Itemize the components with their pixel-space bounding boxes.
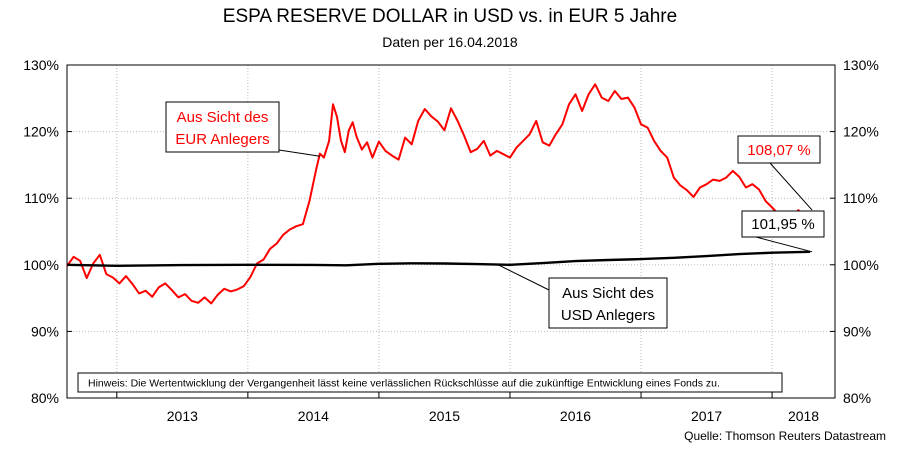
undefined-box: [548, 277, 668, 329]
y-tick-label-left: 90%: [31, 323, 59, 339]
y-tick-label-right: 120%: [843, 124, 879, 140]
usd-end-value: 101,95 %: [751, 216, 814, 233]
annotations: Hinweis: Die Wertentwicklung der Vergang…: [77, 101, 825, 393]
undefined-box: [165, 101, 280, 153]
series: [66, 83, 811, 305]
undefined-text: EUR Anlegers: [175, 131, 269, 148]
usd-end-leader: [755, 236, 813, 253]
eur-end-value: 108,07 %: [747, 142, 810, 159]
x-tick-label: 2017: [691, 408, 722, 424]
x-tick-label: 2013: [167, 408, 198, 424]
usd-end-box: [741, 210, 825, 238]
undefined-text: Aus Sicht des: [177, 109, 269, 126]
plot-frame: [66, 64, 836, 399]
undefined-leader: [278, 149, 321, 157]
y-tick-label-right: 110%: [843, 190, 878, 206]
y-tick-label-left: 100%: [23, 257, 59, 273]
eur-end-leader: [769, 162, 813, 211]
y-tick-label-left: 110%: [24, 190, 59, 206]
eur-end-box: [737, 135, 821, 164]
source-note: Quelle: Thomson Reuters Datastream: [684, 429, 886, 443]
y-tick-label-left: 120%: [23, 124, 59, 140]
x-tick-label: 2014: [298, 408, 329, 424]
series-line-usd: [66, 250, 811, 267]
x-tick-label: 2018: [788, 408, 819, 424]
chart-subtitle: Daten per 16.04.2018: [382, 34, 518, 50]
disclaimer-text: Hinweis: Die Wertentwicklung der Vergang…: [88, 378, 720, 390]
chart-title: ESPA RESERVE DOLLAR in USD vs. in EUR 5 …: [222, 6, 678, 27]
axes: 80% 80% 90% 90% 100% 100% 110% 110% 120% 120% 130%…: [23, 57, 879, 424]
undefined-text: Aus Sicht des: [562, 285, 654, 302]
y-tick-label-right: 130%: [843, 57, 879, 73]
y-tick-label-right: 80%: [843, 390, 871, 406]
y-tick-label-left: 80%: [31, 390, 59, 406]
undefined-text: USD Anlegers: [561, 307, 655, 324]
disclaimer-box: [77, 372, 783, 393]
undefined-leader: [496, 263, 550, 291]
y-tick-label-right: 100%: [843, 257, 879, 273]
series-line-eur: [66, 83, 811, 305]
y-tick-label-right: 90%: [843, 323, 871, 339]
y-tick-label-left: 130%: [23, 57, 59, 73]
x-tick-label: 2016: [560, 408, 591, 424]
x-tick-label: 2015: [429, 408, 460, 424]
